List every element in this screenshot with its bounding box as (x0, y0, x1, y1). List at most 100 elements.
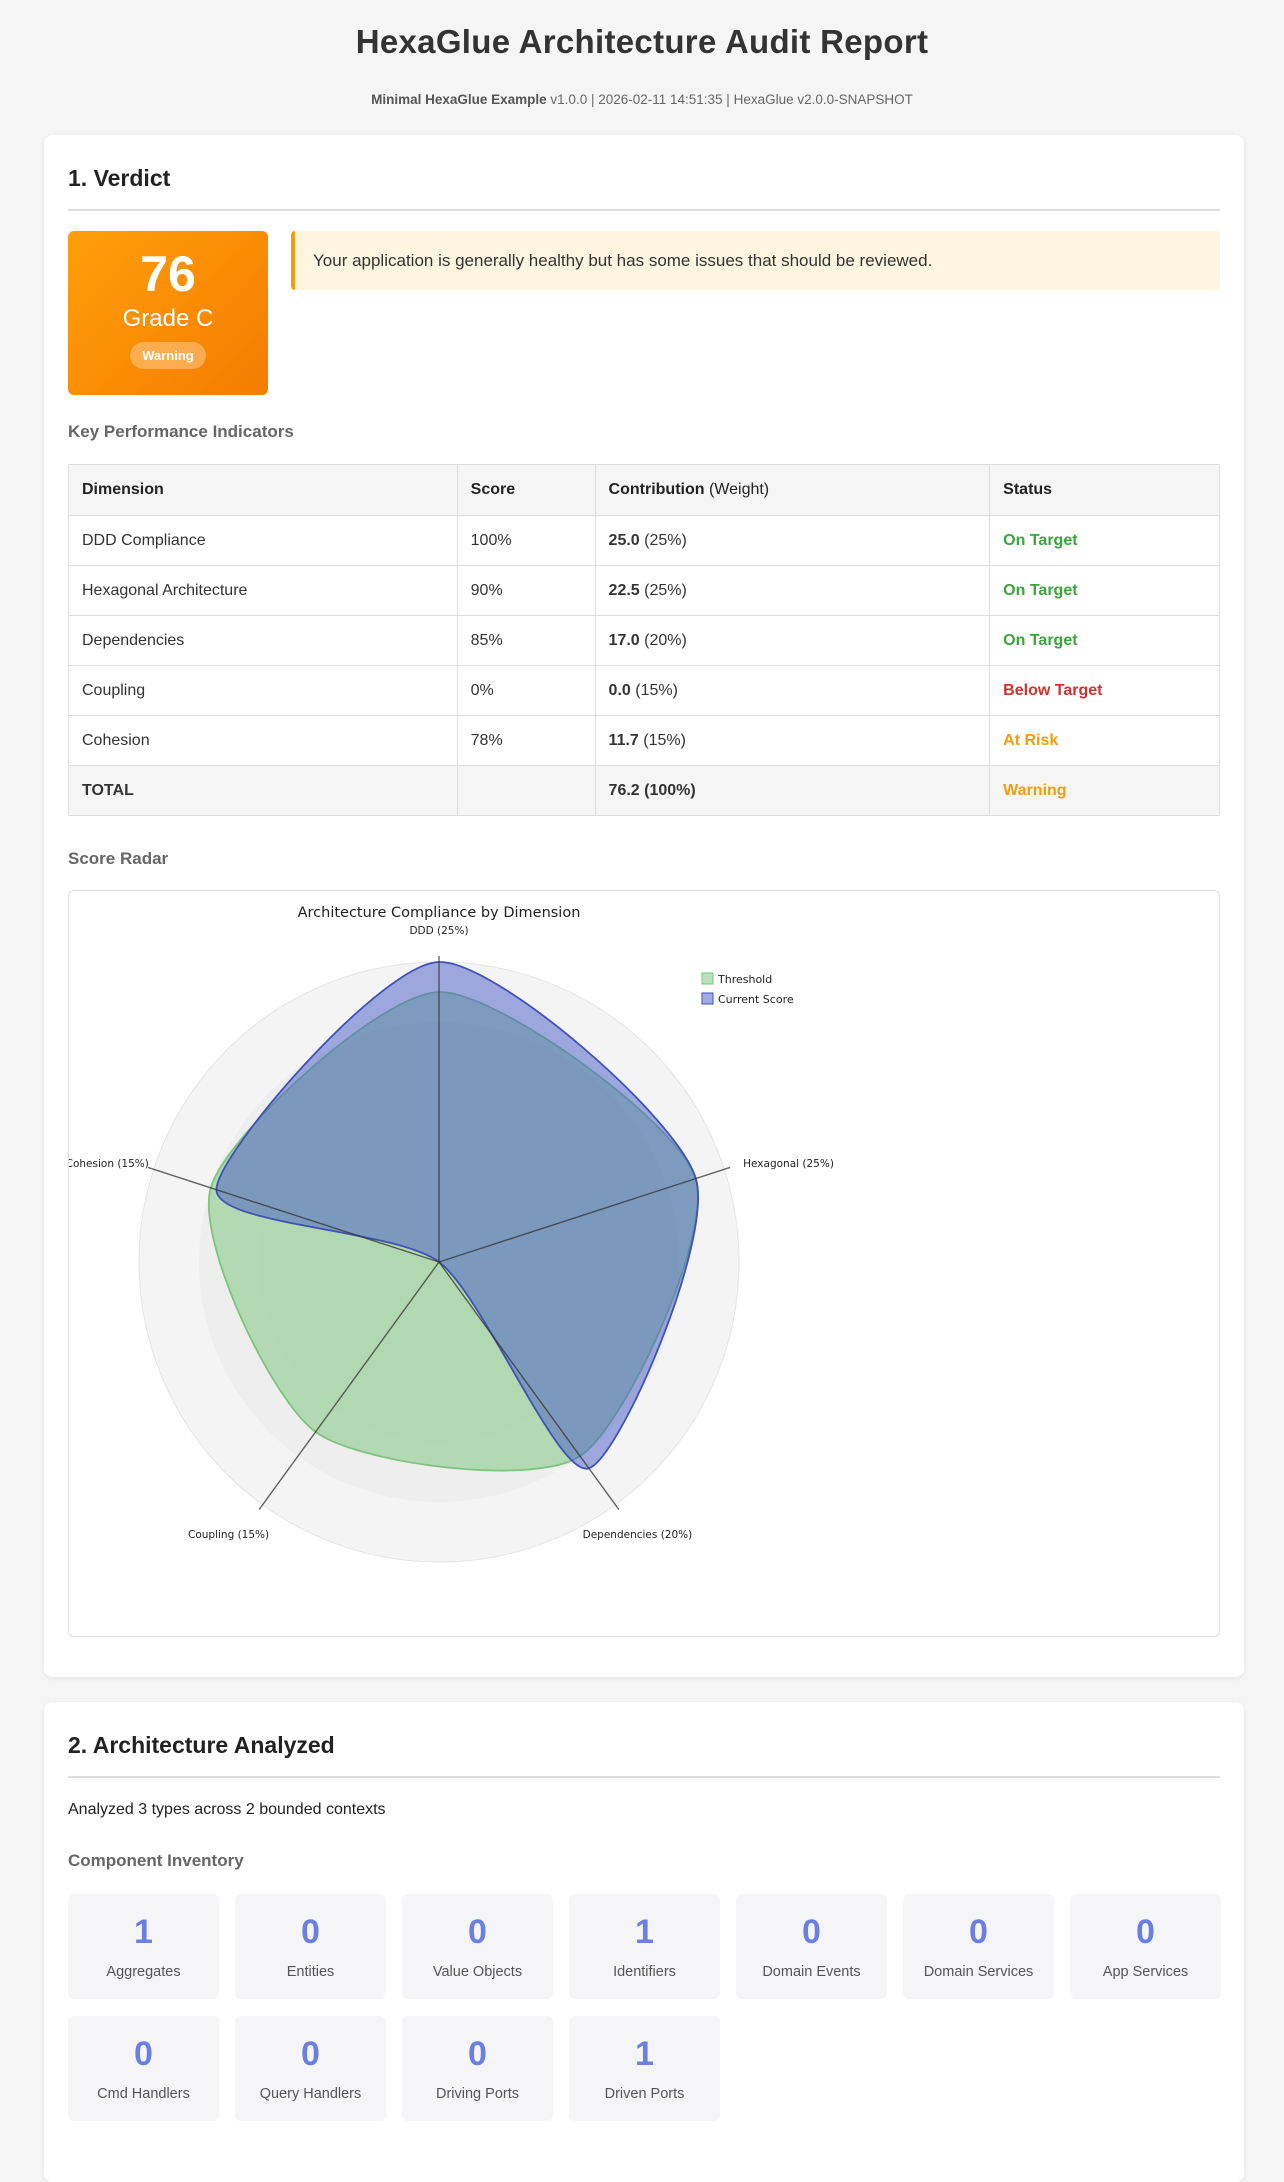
contribution-value: 0.0 (609, 682, 631, 699)
component-count: 0 (235, 1894, 386, 1952)
component-count: 1 (569, 1894, 720, 1952)
kpi-table: Dimension Score Contribution (Weight) St… (68, 464, 1220, 816)
total-score (457, 766, 595, 816)
contribution-value: 22.5 (609, 582, 640, 599)
col-contribution-label: Contribution (609, 481, 705, 498)
component-count: 0 (68, 2016, 219, 2074)
component-tile: 0 Value Objects (402, 1894, 553, 1999)
weight-value: (20%) (640, 632, 687, 649)
status-cell: On Target (990, 516, 1220, 566)
score-value: 76 (68, 247, 268, 301)
total-label: TOTAL (69, 766, 458, 816)
score-cell: 78% (457, 716, 595, 766)
component-count: 0 (1070, 1894, 1221, 1952)
verdict-message: Your application is generally healthy bu… (291, 231, 1220, 290)
project-name: Minimal HexaGlue Example (371, 92, 547, 107)
status-cell: Below Target (990, 666, 1220, 716)
page-title: HexaGlue Architecture Audit Report (0, 20, 1284, 64)
axis-label: Coupling (15%) (188, 1529, 269, 1541)
contribution-value: 25.0 (609, 532, 640, 549)
status-cell: At Risk (990, 716, 1220, 766)
radar-chart: Architecture Compliance by DimensionDDD … (69, 891, 1221, 1638)
component-count: 1 (569, 2016, 720, 2074)
radar-heading: Score Radar (68, 849, 168, 869)
contribution-cell: 25.0 (25%) (595, 516, 990, 566)
report-meta: Minimal HexaGlue Example v1.0.0 | 2026-0… (0, 92, 1284, 107)
component-label: Identifiers (569, 1964, 720, 1980)
component-tile: 0 Query Handlers (235, 2016, 386, 2121)
col-contribution: Contribution (Weight) (595, 465, 990, 516)
kpi-heading: Key Performance Indicators (68, 422, 294, 442)
weight-value: (25%) (640, 582, 687, 599)
component-label: Value Objects (402, 1964, 553, 1980)
component-tile: 1 Aggregates (68, 1894, 219, 1999)
component-label: Entities (235, 1964, 386, 1980)
axis-label: Hexagonal (25%) (743, 1158, 834, 1170)
grade-label: Grade C (68, 305, 268, 333)
weight-value: (15%) (631, 682, 678, 699)
dimension-cell: DDD Compliance (69, 516, 458, 566)
component-count: 0 (736, 1894, 887, 1952)
architecture-heading: 2. Architecture Analyzed (68, 1732, 335, 1759)
dimension-cell: Dependencies (69, 616, 458, 666)
total-contribution: 76.2 (100%) (595, 766, 990, 816)
legend-swatch (702, 973, 713, 984)
component-label: Driving Ports (402, 2086, 553, 2102)
component-count: 0 (235, 2016, 386, 2074)
component-label: Driven Ports (569, 2086, 720, 2102)
verdict-heading: 1. Verdict (68, 165, 170, 192)
component-count: 1 (68, 1894, 219, 1952)
component-tile: 0 App Services (1070, 1894, 1221, 1999)
legend-label: Current Score (718, 993, 794, 1006)
col-score: Score (457, 465, 595, 516)
col-status: Status (990, 465, 1220, 516)
contribution-value: 17.0 (609, 632, 640, 649)
score-cell: 100% (457, 516, 595, 566)
contribution-cell: 11.7 (15%) (595, 716, 990, 766)
component-tile: 0 Entities (235, 1894, 386, 1999)
component-tile: 0 Driving Ports (402, 2016, 553, 2121)
total-status: Warning (990, 766, 1220, 816)
axis-label: Cohesion (15%) (69, 1158, 149, 1170)
legend-swatch (702, 993, 713, 1004)
component-label: Query Handlers (235, 2086, 386, 2102)
weight-value: (15%) (639, 732, 686, 749)
component-tile: 0 Domain Services (903, 1894, 1054, 1999)
status-badge: Warning (130, 342, 206, 369)
component-inventory: 1 Aggregates 0 Entities 0 Value Objects 1 Ident… (68, 1894, 1221, 2121)
component-tile: 0 Cmd Handlers (68, 2016, 219, 2121)
component-label: Domain Services (903, 1964, 1054, 1980)
dimension-cell: Cohesion (69, 716, 458, 766)
score-cell: 0% (457, 666, 595, 716)
architecture-section: 2. Architecture Analyzed Analyzed 3 type… (44, 1702, 1244, 2182)
status-cell: On Target (990, 616, 1220, 666)
contribution-cell: 0.0 (15%) (595, 666, 990, 716)
dimension-cell: Coupling (69, 666, 458, 716)
component-label: App Services (1070, 1964, 1221, 1980)
col-weight-label: (Weight) (709, 481, 769, 498)
axis-label: Dependencies (20%) (583, 1529, 693, 1541)
contribution-cell: 17.0 (20%) (595, 616, 990, 666)
status-cell: On Target (990, 566, 1220, 616)
verdict-section: 1. Verdict 76 Grade C Warning Your appli… (44, 135, 1244, 1677)
component-count: 0 (402, 2016, 553, 2074)
component-count: 0 (402, 1894, 553, 1952)
contribution-value: 11.7 (609, 732, 639, 749)
weight-value: (25%) (640, 532, 687, 549)
component-count: 0 (903, 1894, 1054, 1952)
report-header: HexaGlue Architecture Audit Report Minim… (0, 0, 1284, 107)
component-tile: 0 Domain Events (736, 1894, 887, 1999)
contribution-cell: 22.5 (25%) (595, 566, 990, 616)
component-label: Aggregates (68, 1964, 219, 1980)
component-label: Domain Events (736, 1964, 887, 1980)
divider (68, 1776, 1220, 1778)
dimension-cell: Hexagonal Architecture (69, 566, 458, 616)
component-tile: 1 Driven Ports (569, 2016, 720, 2121)
component-label: Cmd Handlers (68, 2086, 219, 2102)
report-meta-text: v1.0.0 | 2026-02-11 14:51:35 | HexaGlue … (547, 92, 913, 107)
